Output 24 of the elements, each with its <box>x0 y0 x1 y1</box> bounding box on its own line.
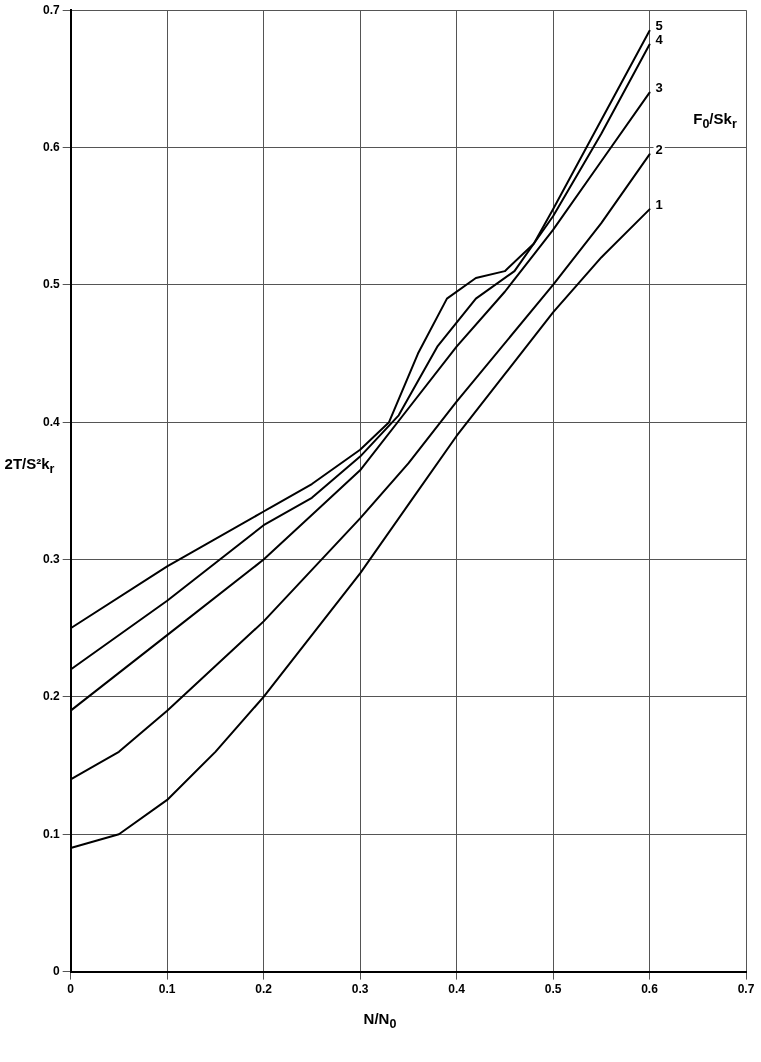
x-tick-label: 0.7 <box>737 982 755 997</box>
x-tick-label: 0.1 <box>158 982 176 997</box>
x-tick-label: 0.5 <box>544 982 562 997</box>
x-tick-label: 0.3 <box>351 982 369 997</box>
y-tick-label: 0.3 <box>42 551 60 566</box>
x-tick-label: 0.6 <box>641 982 659 997</box>
series-label: 4 <box>655 32 664 48</box>
y-tick-label: 0 <box>52 963 60 978</box>
x-tick-label: 0.4 <box>448 982 466 997</box>
x-tick-label: 0 <box>67 982 75 997</box>
series-label: 2 <box>655 141 663 157</box>
y-tick-label: 0.2 <box>42 689 60 704</box>
series-label: 1 <box>655 196 663 212</box>
y-tick-label: 0.1 <box>42 826 60 841</box>
series-label: 5 <box>655 18 663 34</box>
y-tick-label: 0.4 <box>42 414 60 429</box>
y-axis-title: 2T/S²k$_{r}$ <box>3 455 56 476</box>
x-axis-title: N/N$_{0}$ <box>362 1010 398 1031</box>
series-label: 3 <box>655 80 663 96</box>
legend-title: F$_{0}$/Sk$_{r}$ <box>685 110 745 131</box>
y-tick-label: 0.5 <box>42 277 60 292</box>
y-tick-label: 0.7 <box>42 2 60 17</box>
y-tick-label: 0.6 <box>42 139 60 154</box>
x-tick-label: 0.2 <box>255 982 273 997</box>
